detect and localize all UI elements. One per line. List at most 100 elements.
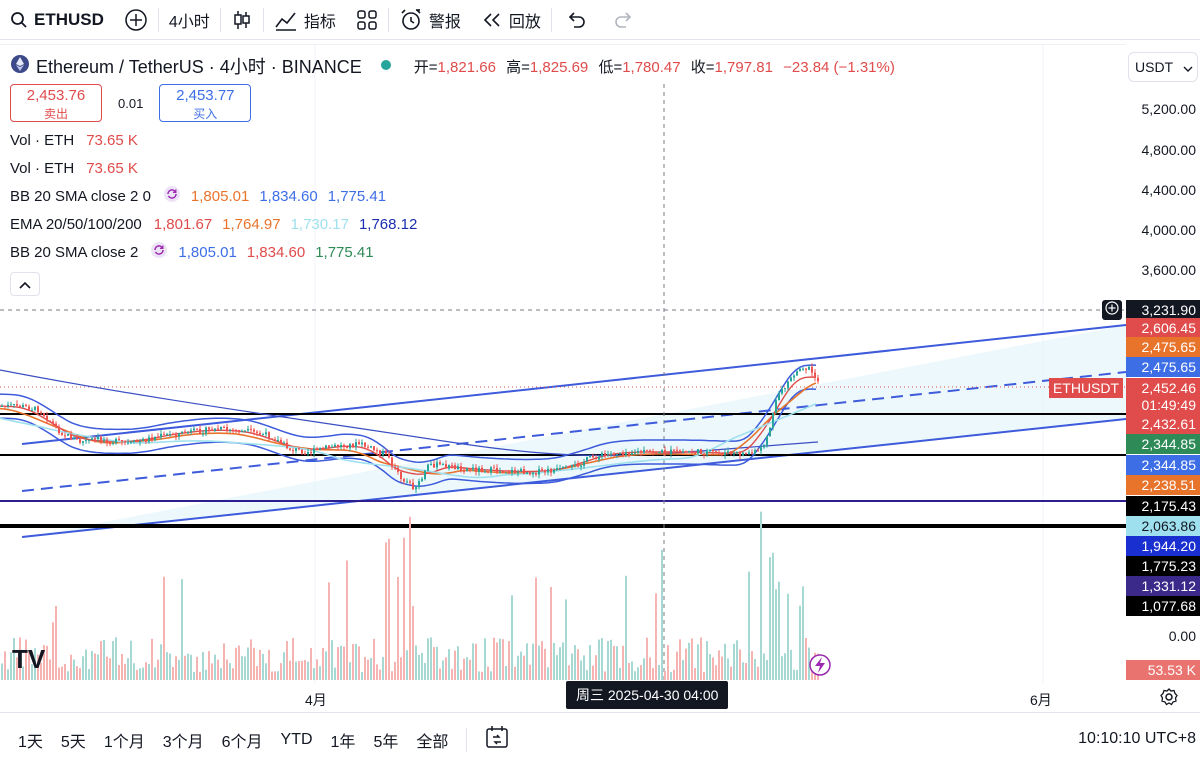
candle-body: [745, 452, 747, 454]
volume-bar: [430, 637, 432, 680]
volume-bar: [718, 650, 720, 680]
candle-body: [61, 433, 63, 436]
channel-mid-line[interactable]: [21, 371, 1127, 492]
layout-button[interactable]: [346, 0, 388, 40]
volume-bar: [280, 663, 282, 680]
candle-body: [697, 449, 699, 454]
range-button[interactable]: 1个月: [103, 733, 145, 751]
candle-body: [571, 465, 573, 467]
volume-bar: [115, 637, 117, 680]
price-tag: 2,063.86: [1126, 516, 1200, 536]
symbol-search[interactable]: ETHUSD: [0, 0, 114, 40]
volume-bar: [127, 658, 129, 680]
candle-body: [517, 471, 519, 473]
candle-body: [160, 433, 162, 438]
volume-bar: [670, 671, 672, 680]
volume-bar: [598, 639, 600, 680]
indicator-value: 1,775.41: [315, 243, 374, 261]
volume-bar: [76, 666, 78, 680]
add-alert-button[interactable]: [1102, 300, 1122, 320]
date-range-button[interactable]: [485, 725, 509, 754]
symbol-title[interactable]: Ethereum / TetherUS · 4小时 · BINANCE: [36, 57, 362, 77]
candle-body: [370, 446, 372, 448]
volume-bar: [352, 644, 354, 680]
candlestick-icon: [231, 9, 253, 31]
candle-body: [127, 442, 129, 444]
refresh-icon[interactable]: [150, 241, 168, 263]
volume-bar: [556, 655, 558, 680]
chart-type-button[interactable]: [221, 0, 263, 40]
candle-body: [775, 400, 777, 414]
candle-body: [625, 452, 627, 455]
volume-bar: [628, 662, 630, 680]
indicators-label: 指标: [303, 13, 336, 31]
candle-body: [523, 469, 525, 475]
range-button[interactable]: 3个月: [162, 733, 204, 751]
compare-button[interactable]: [114, 0, 158, 40]
range-button[interactable]: 1天: [18, 733, 43, 751]
volume-bar: [559, 647, 561, 680]
refresh-icon[interactable]: [163, 185, 181, 207]
range-button[interactable]: 全部: [416, 733, 449, 751]
candle-body: [259, 432, 261, 435]
settings-button[interactable]: [1160, 688, 1178, 711]
redo-button[interactable]: [600, 0, 648, 40]
range-button[interactable]: 5年: [373, 733, 399, 751]
candle-body: [682, 451, 684, 453]
volume-bar: [613, 645, 615, 680]
volume-bar: [247, 647, 249, 680]
indicator-row[interactable]: Vol · ETH 73.65 K: [10, 126, 901, 154]
indicator-name: BB 20 SMA close 2 0: [10, 187, 151, 205]
range-button[interactable]: 6个月: [221, 733, 263, 751]
market-status-icon[interactable]: [380, 58, 392, 75]
indicator-row[interactable]: BB 20 SMA close 2 1,805.01 1,834.60 1,775.4…: [10, 238, 901, 266]
candle-body: [802, 368, 804, 370]
candle-body: [757, 450, 759, 452]
volume-bar: [622, 645, 624, 680]
candle-body: [28, 406, 30, 411]
channel-upper-line[interactable]: [21, 324, 1127, 445]
buy-label: 买入: [193, 107, 218, 121]
clock-timezone[interactable]: 10:10:10 UTC+8: [1078, 730, 1196, 747]
candle-body: [91, 438, 93, 440]
chevron-down-icon: [1183, 59, 1193, 75]
indicator-value: 1,834.60: [259, 187, 318, 205]
alert-button[interactable]: 警报: [389, 0, 471, 40]
indicator-row[interactable]: Vol · ETH 73.65 K: [10, 154, 901, 182]
buy-button[interactable]: 2,453.77 买入: [159, 84, 252, 122]
candle-body: [283, 442, 285, 444]
volume-bar: [427, 638, 429, 680]
range-button[interactable]: YTD: [280, 730, 313, 748]
sell-button[interactable]: 2,453.76 卖出: [10, 84, 102, 122]
volume-bar: [703, 671, 705, 680]
volume-bar: [685, 648, 687, 680]
volume-bar: [652, 668, 654, 680]
indicator-row[interactable]: BB 20 SMA close 2 0 1,805.01 1,834.60 1,775…: [10, 182, 901, 210]
channel-lower-line[interactable]: [21, 418, 1127, 538]
range-button[interactable]: 1年: [330, 733, 356, 751]
bb-upper-line: [0, 364, 817, 463]
volume-bar: [145, 662, 147, 680]
range-button[interactable]: 5天: [60, 733, 86, 751]
indicators-button[interactable]: 指标: [264, 0, 346, 40]
undo-button[interactable]: [552, 0, 600, 40]
volume-bar: [130, 640, 132, 680]
collapse-legend-button[interactable]: [10, 272, 40, 296]
candle-body: [238, 430, 240, 433]
indicator-row[interactable]: EMA 20/50/100/200 1,801.67 1,764.97 1,730.1…: [10, 210, 901, 238]
price-chart[interactable]: TV: [0, 44, 1200, 710]
candle-body: [55, 423, 57, 427]
candle-body: [478, 467, 480, 472]
chart-canvas[interactable]: TV: [0, 44, 1200, 710]
candle-body: [298, 448, 300, 450]
replay-button[interactable]: 回放: [471, 0, 551, 40]
interval-button[interactable]: 4小时: [159, 0, 220, 40]
candle-body: [25, 404, 27, 407]
lightning-icon[interactable]: [809, 654, 831, 676]
volume-bar: [265, 663, 267, 680]
indicator-value: 1,768.12: [358, 215, 418, 233]
candle-body: [526, 472, 528, 475]
currency-select[interactable]: USDT: [1128, 52, 1198, 82]
close-value: 1,797.81: [714, 58, 773, 76]
candle-body: [184, 431, 186, 434]
